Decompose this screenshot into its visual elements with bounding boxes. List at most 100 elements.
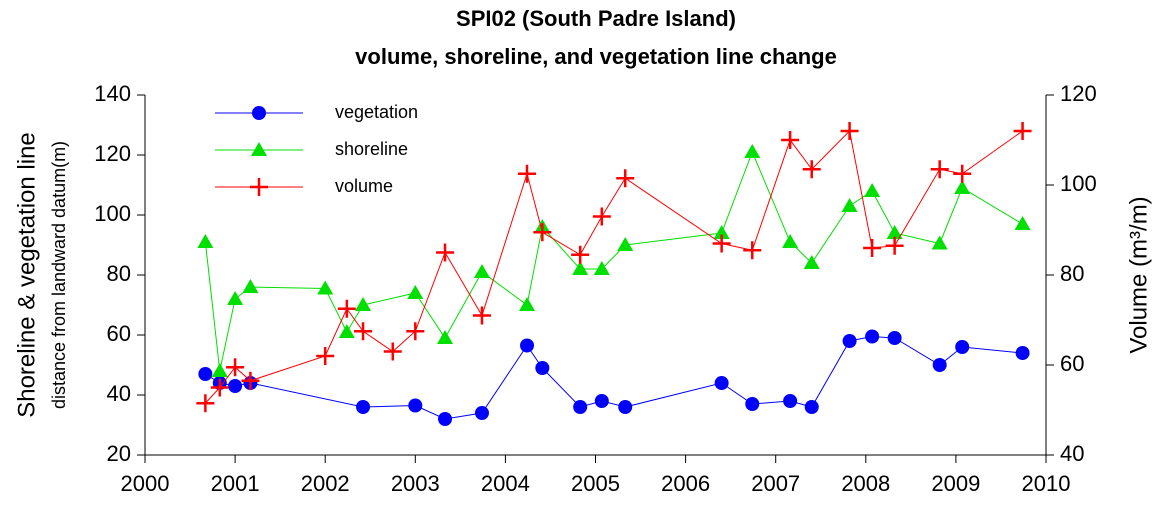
point (317, 280, 334, 295)
y2-tick-label: 40 (1060, 441, 1084, 466)
point (864, 183, 881, 197)
x-tick-label: 2009 (931, 471, 980, 496)
y-tick-label: 20 (107, 441, 131, 466)
point (211, 363, 228, 377)
point (406, 322, 425, 341)
point (407, 285, 424, 299)
chart-title: SPI02 (South Padre Island) (456, 6, 736, 31)
point (617, 237, 634, 251)
point (841, 198, 858, 212)
point (713, 225, 730, 239)
point (337, 299, 356, 318)
point (955, 340, 970, 354)
point (197, 234, 214, 248)
point (226, 358, 245, 377)
legend-marker (252, 106, 266, 120)
point (408, 398, 423, 413)
legend-label: vegetation (335, 102, 418, 122)
point (781, 131, 800, 149)
point (533, 223, 552, 242)
point (474, 406, 489, 420)
point (573, 400, 588, 414)
point (227, 291, 244, 305)
point (802, 160, 821, 179)
point (519, 297, 536, 311)
x-tick-label: 2002 (301, 471, 350, 496)
point (783, 394, 798, 408)
y-tick-label: 60 (107, 321, 131, 346)
y2-tick-label: 100 (1060, 171, 1097, 196)
point (887, 331, 902, 345)
y-tick-label: 140 (94, 81, 131, 106)
x-tick-label: 2006 (661, 471, 710, 496)
point (242, 279, 259, 293)
point (782, 234, 799, 248)
y-tick-label: 120 (94, 141, 131, 166)
x-tick-label: 2008 (841, 471, 890, 496)
y2-tick-label: 80 (1060, 261, 1084, 286)
legend-marker (250, 178, 268, 196)
point (744, 144, 761, 158)
point (930, 160, 949, 179)
point (437, 330, 454, 344)
point (863, 239, 882, 257)
point (571, 245, 590, 264)
legend-marker (251, 142, 267, 156)
point (803, 255, 820, 269)
point (210, 378, 229, 397)
x-tick-label: 2000 (121, 471, 170, 496)
point (885, 236, 904, 255)
x-tick-label: 2003 (391, 471, 440, 496)
point (198, 367, 213, 381)
point (228, 379, 243, 393)
point (804, 400, 819, 414)
y2-tick-label: 120 (1060, 81, 1097, 106)
point (355, 297, 372, 311)
point (931, 235, 948, 250)
point (954, 180, 971, 194)
point (1014, 216, 1031, 230)
y-tick-label: 40 (107, 381, 131, 406)
point (436, 243, 455, 262)
legend-label: volume (335, 176, 393, 196)
point (316, 347, 335, 365)
y-axis-label: Shoreline & vegetation line (13, 132, 40, 418)
legend-label: shoreline (335, 139, 408, 159)
point (338, 324, 355, 338)
point (743, 241, 762, 260)
point (953, 164, 972, 183)
x-tick-label: 2010 (1022, 471, 1071, 496)
point (196, 394, 215, 413)
point (616, 169, 635, 188)
series-line (204, 129, 1023, 404)
x-tick-label: 2004 (481, 471, 530, 496)
point (593, 261, 610, 275)
y2-axis-label: Volume (m³/m) (1125, 196, 1152, 353)
y2-tick-label: 60 (1060, 351, 1084, 376)
point (1015, 346, 1030, 360)
point (535, 361, 550, 375)
point (618, 400, 633, 414)
point (1013, 122, 1032, 140)
point (572, 261, 589, 275)
chart-subtitle: volume, shoreline, and vegetation line c… (355, 44, 837, 69)
point (592, 207, 611, 226)
point (840, 122, 859, 140)
point (356, 400, 371, 414)
point (745, 397, 760, 411)
point (842, 334, 857, 348)
y-tick-label: 100 (94, 201, 131, 226)
point (714, 376, 729, 390)
x-tick-label: 2005 (571, 471, 620, 496)
x-tick-label: 2001 (211, 471, 260, 496)
y-axis-sublabel: distance from landward datum(m) (49, 141, 69, 409)
x-tick-label: 2007 (751, 471, 800, 496)
point (886, 225, 903, 239)
point (383, 342, 402, 361)
point (438, 412, 453, 426)
point (518, 164, 537, 183)
y-tick-label: 80 (107, 261, 131, 286)
point (472, 306, 491, 325)
point (354, 322, 373, 341)
